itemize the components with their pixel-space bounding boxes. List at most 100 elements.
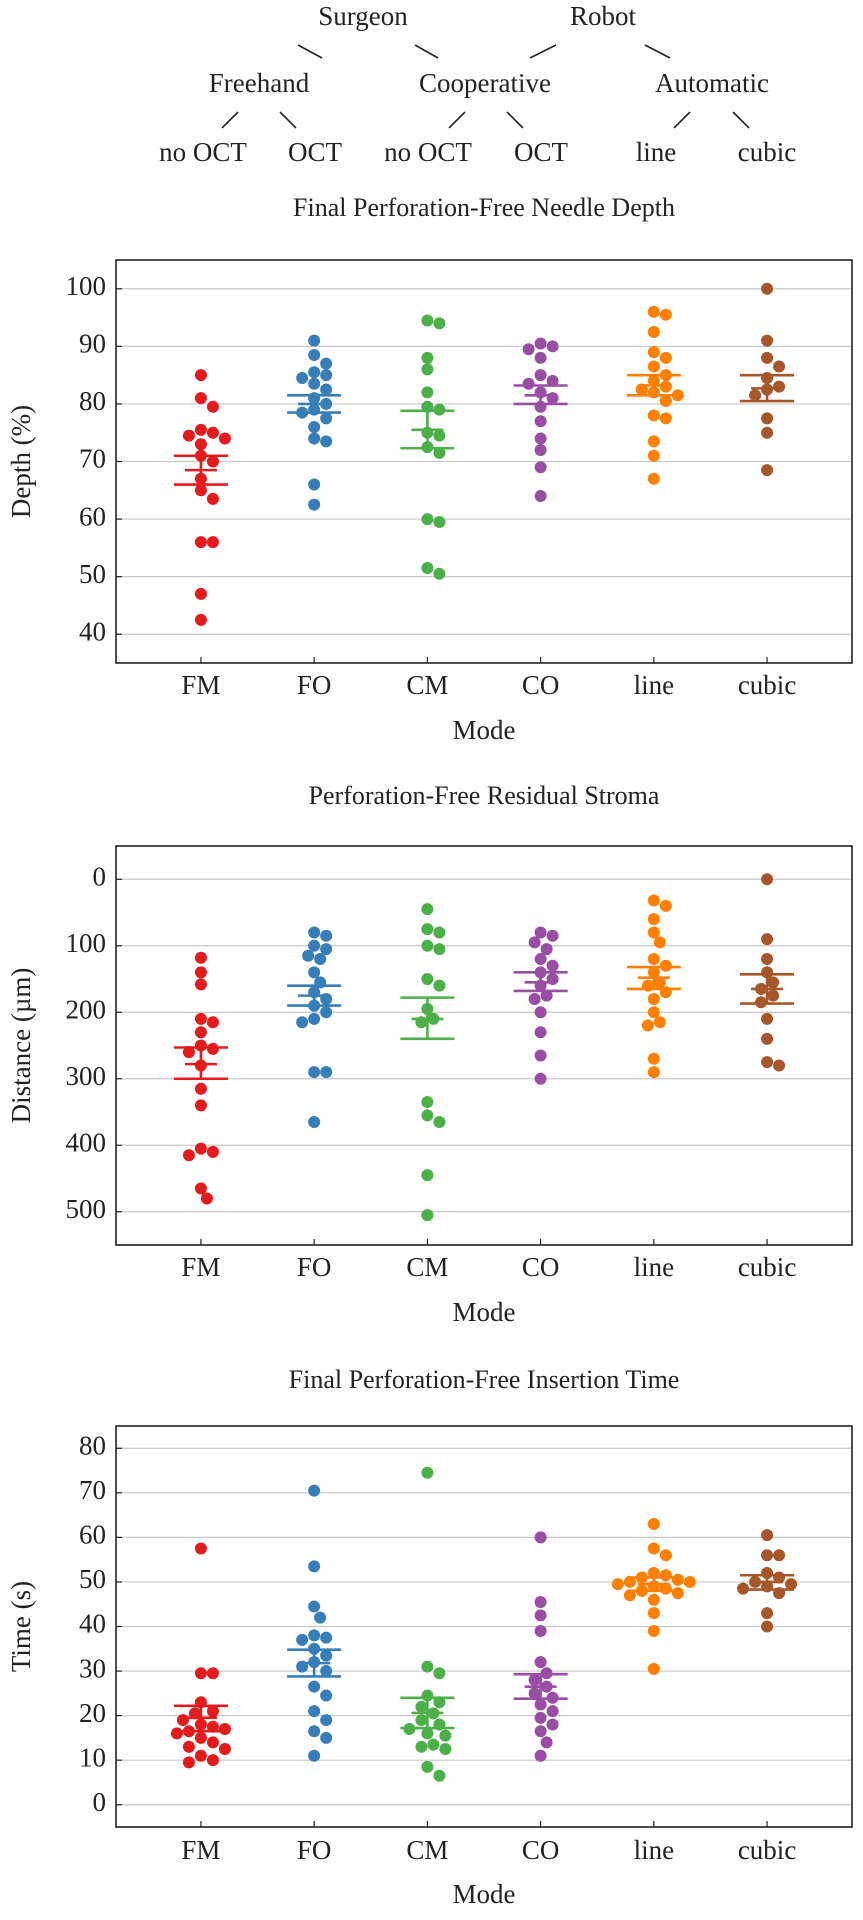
data-point bbox=[647, 325, 660, 338]
data-point bbox=[302, 949, 315, 962]
legend-mode: Freehand bbox=[209, 68, 310, 98]
data-point bbox=[647, 472, 660, 485]
data-point bbox=[296, 372, 309, 385]
chart: Perforation-Free Residual Stroma 0 100 200 3… bbox=[6, 781, 853, 1327]
data-point bbox=[761, 1032, 774, 1045]
connector bbox=[732, 111, 750, 129]
data-point bbox=[320, 435, 333, 448]
data-point bbox=[421, 973, 434, 985]
data-point bbox=[421, 314, 434, 327]
data-point bbox=[308, 478, 321, 491]
data-point bbox=[653, 1016, 666, 1029]
data-point bbox=[659, 308, 672, 321]
x-tick-label: line bbox=[634, 1252, 675, 1282]
data-point bbox=[659, 899, 672, 912]
x-tick-label: CM bbox=[406, 1252, 448, 1282]
data-point bbox=[773, 360, 786, 373]
x-tick-label: cubic bbox=[738, 1835, 796, 1865]
connector bbox=[297, 44, 323, 59]
y-tick-label: 80 bbox=[79, 386, 106, 416]
data-point bbox=[546, 929, 559, 942]
data-point bbox=[534, 1049, 547, 1062]
data-point bbox=[194, 1142, 207, 1155]
data-point bbox=[421, 1209, 434, 1222]
data-point bbox=[647, 305, 660, 318]
data-point bbox=[182, 1046, 195, 1059]
data-point bbox=[194, 1099, 207, 1112]
data-point bbox=[534, 337, 547, 350]
data-point bbox=[206, 426, 219, 439]
data-point bbox=[433, 317, 446, 330]
connector bbox=[644, 44, 671, 59]
data-point bbox=[308, 966, 321, 979]
data-point bbox=[433, 567, 446, 580]
data-point bbox=[194, 1667, 207, 1680]
data-point bbox=[659, 1569, 672, 1582]
data-point bbox=[647, 953, 660, 966]
data-point bbox=[433, 446, 446, 459]
data-point bbox=[320, 1006, 333, 1019]
data-point bbox=[647, 1518, 660, 1531]
legend-condition: OCT bbox=[514, 137, 569, 167]
data-point bbox=[415, 1714, 428, 1727]
data-point bbox=[761, 464, 774, 477]
data-point bbox=[421, 1169, 434, 1182]
data-point bbox=[546, 374, 559, 387]
data-point bbox=[647, 409, 660, 422]
connector bbox=[279, 111, 297, 129]
y-tick-label: 10 bbox=[79, 1742, 106, 1772]
data-point bbox=[439, 1729, 452, 1742]
data-point bbox=[206, 1667, 219, 1680]
y-tick-label: 60 bbox=[79, 501, 106, 531]
data-point bbox=[194, 613, 207, 626]
x-tick-label: FO bbox=[297, 670, 332, 700]
data-point bbox=[320, 357, 333, 370]
y-tick-label: 500 bbox=[66, 1194, 107, 1224]
data-point bbox=[170, 1727, 183, 1740]
legend-operator: Surgeon bbox=[318, 1, 408, 31]
data-point bbox=[206, 1720, 219, 1733]
connector bbox=[529, 44, 557, 59]
x-axis-label: Mode bbox=[453, 1879, 516, 1909]
y-tick-label: 400 bbox=[66, 1127, 107, 1157]
data-point bbox=[182, 1149, 195, 1162]
data-point bbox=[320, 369, 333, 382]
x-tick-label: CM bbox=[406, 670, 448, 700]
data-point bbox=[659, 1549, 672, 1562]
y-tick-label: 50 bbox=[79, 1564, 106, 1594]
data-point bbox=[320, 383, 333, 396]
data-point bbox=[314, 953, 327, 966]
data-point bbox=[308, 1600, 321, 1613]
data-point bbox=[647, 1624, 660, 1637]
data-point bbox=[761, 1620, 774, 1633]
data-point bbox=[534, 953, 547, 966]
data-point bbox=[534, 1749, 547, 1762]
data-point bbox=[546, 959, 559, 972]
data-point bbox=[647, 360, 660, 373]
data-point bbox=[194, 484, 207, 497]
x-tick-label: CO bbox=[522, 670, 560, 700]
data-point bbox=[206, 455, 219, 468]
data-point bbox=[320, 1731, 333, 1744]
data-point bbox=[761, 873, 774, 886]
data-point bbox=[415, 1740, 428, 1753]
data-point bbox=[433, 1115, 446, 1128]
data-point bbox=[433, 429, 446, 442]
y-tick-label: 60 bbox=[79, 1520, 106, 1550]
legend-mode: Cooperative bbox=[419, 68, 551, 98]
x-tick-label: cubic bbox=[738, 1252, 796, 1282]
data-point bbox=[761, 1012, 774, 1025]
connector bbox=[673, 111, 691, 129]
data-point bbox=[659, 959, 672, 972]
data-point bbox=[433, 926, 446, 939]
data-point bbox=[308, 432, 321, 445]
data-point bbox=[308, 1012, 321, 1025]
data-point bbox=[320, 1649, 333, 1662]
data-point bbox=[647, 894, 660, 907]
data-point bbox=[433, 979, 446, 992]
data-point bbox=[308, 1560, 321, 1573]
data-point bbox=[194, 1731, 207, 1744]
data-point bbox=[534, 1531, 547, 1544]
y-tick-label: 30 bbox=[79, 1653, 106, 1683]
